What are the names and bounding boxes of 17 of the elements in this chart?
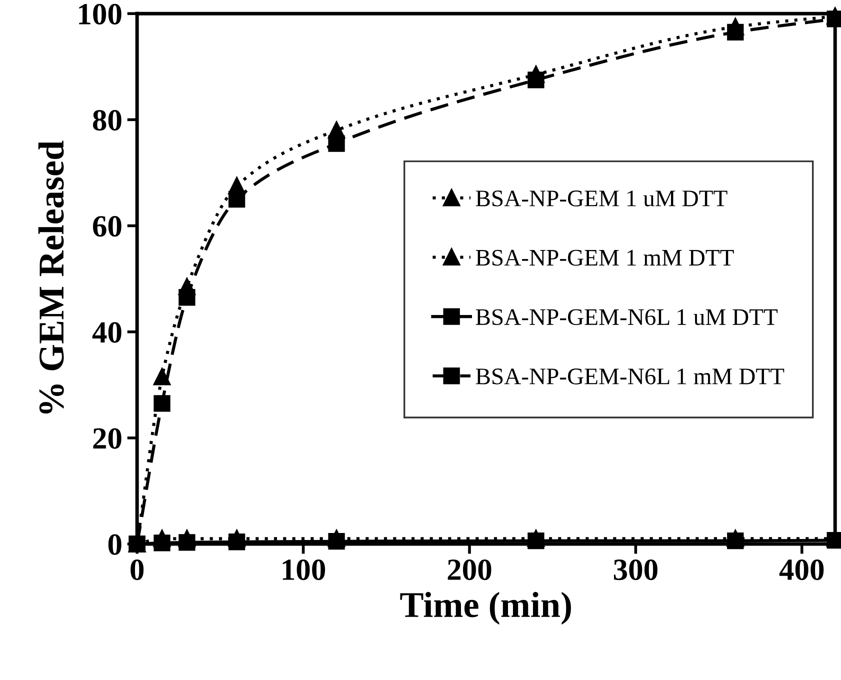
y-tick-label: 0 [108,534,122,555]
x-axis-title: Time (min) [400,592,571,625]
y-tick-label: 60 [92,216,122,237]
x-tick-label: 100 [282,559,326,580]
legend-label: BSA-NP-GEM 1 uM DTT [476,190,728,206]
y-axis-title: % GEM Released [38,140,64,414]
y-tick-label: 80 [92,110,122,131]
legend-label: BSA-NP-GEM-N6L 1 uM DTT [476,309,778,326]
x-tick-label: 200 [448,559,492,580]
x-tick-label: 300 [614,559,658,580]
legend-label: BSA-NP-GEM-N6L 1 mM DTT [476,368,784,384]
x-tick-label: 0 [130,559,144,580]
y-tick-label: 40 [92,322,122,343]
y-tick-label: 20 [93,428,122,449]
y-tick-label: 100 [79,4,122,24]
x-tick-label: 400 [779,559,824,580]
legend-label: BSA-NP-GEM 1 mM DTT [476,250,734,266]
